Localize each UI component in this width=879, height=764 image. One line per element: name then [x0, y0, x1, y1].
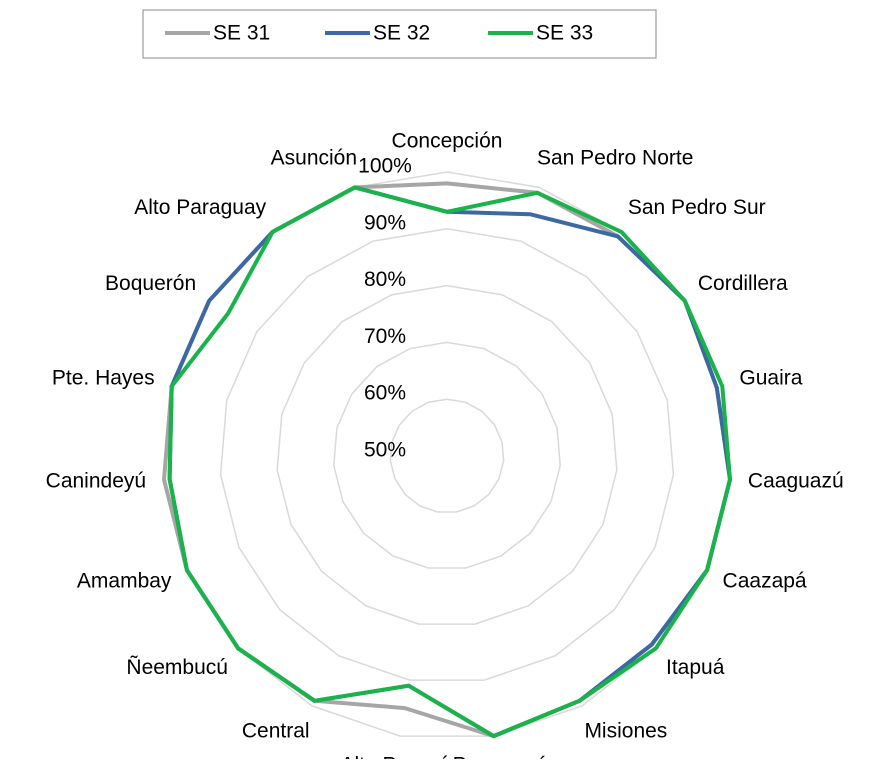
grid-ring: [219, 228, 675, 681]
series-line: [162, 181, 732, 739]
r-tick-label: 60%: [364, 382, 406, 405]
grid-ring: [276, 284, 618, 625]
category-label: Guaira: [739, 366, 802, 389]
category-label: Canindeyú: [46, 469, 146, 492]
category-label: Pte. Hayes: [52, 366, 155, 389]
category-label: Ñeembucú: [126, 655, 228, 679]
category-label: Misiones: [584, 720, 667, 743]
series-line: [167, 185, 732, 739]
legend-label: SE 31: [213, 22, 270, 45]
category-label: Concepción: [392, 130, 503, 153]
r-tick-label: 50%: [364, 439, 406, 462]
category-label: San Pedro Norte: [537, 147, 693, 170]
category-label: Asunción: [271, 147, 357, 170]
category-label: Alto Paraguay: [134, 196, 266, 219]
category-label: Paraguarí: [453, 753, 545, 759]
category-label: Alto Paraná: [340, 753, 450, 759]
category-label: Caaguazú: [748, 469, 844, 492]
category-label: Itapuá: [666, 656, 725, 679]
category-label: Central: [242, 720, 310, 743]
grid-ring: [389, 398, 505, 513]
category-label: Cordillera: [698, 272, 788, 295]
grid-ring: [333, 341, 561, 569]
category-label: San Pedro Sur: [628, 196, 766, 219]
r-tick-label: 90%: [364, 211, 406, 234]
category-label: Caazapá: [723, 570, 807, 593]
r-tick-label: 80%: [364, 268, 406, 291]
legend-label: SE 32: [373, 22, 430, 45]
legend-box: [142, 9, 657, 59]
r-tick-label: 100%: [358, 155, 412, 178]
category-label: Amambay: [77, 570, 172, 593]
category-label: Boquerón: [105, 272, 196, 295]
legend-label: SE 33: [536, 22, 593, 45]
r-tick-label: 70%: [364, 325, 406, 348]
